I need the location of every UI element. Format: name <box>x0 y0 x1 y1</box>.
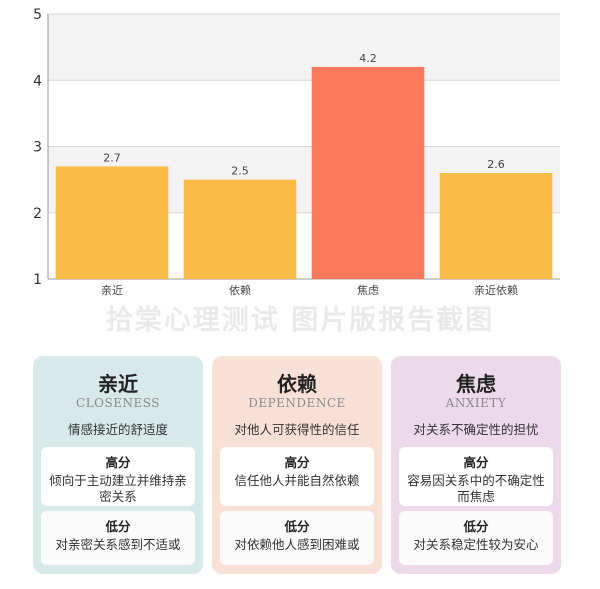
low-score-heading: 低分 <box>105 519 131 534</box>
x-tick-label: 亲近 <box>101 283 123 297</box>
bar-chart: 1 2 3 4 5 2.7 亲近 2.5 依赖 4.2 焦虑 2.6 亲近依赖 <box>33 7 560 297</box>
low-score-text: 对亲密关系感到不适或 <box>55 537 181 552</box>
low-score-heading: 低分 <box>284 519 310 534</box>
low-score-panel: 低分 对关系稳定性较为安心 <box>399 511 553 565</box>
bar <box>311 67 425 279</box>
high-score-text: 倾向于主动建立并维持亲密关系 <box>49 473 187 504</box>
y-tick-label: 2 <box>33 206 42 222</box>
y-tick-label: 1 <box>33 272 42 288</box>
high-score-heading: 高分 <box>284 455 310 470</box>
y-tick-label: 3 <box>33 140 42 156</box>
high-score-panel: 高分 信任他人并能自然依赖 <box>220 447 374 506</box>
high-score-text: 容易因关系中的不确定性而焦虑 <box>407 473 545 504</box>
card-dependence: 依赖 DEPENDENCE 对他人可获得性的信任 高分 信任他人并能自然依赖 低… <box>212 356 382 574</box>
bar <box>55 166 169 279</box>
y-tick-label: 5 <box>33 7 42 23</box>
low-score-text: 对依赖他人感到困难或 <box>234 537 360 552</box>
x-tick-label: 焦虑 <box>357 284 379 297</box>
high-score-panel: 高分 容易因关系中的不确定性而焦虑 <box>399 447 553 506</box>
card-description: 对关系不确定性的担忧 <box>413 422 539 437</box>
low-score-panel: 低分 对亲密关系感到不适或 <box>41 511 195 565</box>
x-tick-label: 亲近依赖 <box>474 283 518 297</box>
card-subtitle: ANXIETY <box>445 396 507 410</box>
card-description: 对他人可获得性的信任 <box>234 422 360 437</box>
data-label: 2.6 <box>487 158 505 171</box>
high-score-heading: 高分 <box>105 455 131 470</box>
card-title: 焦虑 <box>456 372 496 396</box>
high-score-heading: 高分 <box>463 455 489 470</box>
low-score-heading: 低分 <box>463 519 489 534</box>
high-score-text: 信任他人并能自然依赖 <box>234 473 360 488</box>
card-anxiety: 焦虑 ANXIETY 对关系不确定性的担忧 高分 容易因关系中的不确定性而焦虑 … <box>391 356 561 574</box>
watermark: 拾棠心理测试 图片版报告截图 <box>105 305 495 336</box>
card-subtitle: CLOSENESS <box>76 396 160 410</box>
bar <box>439 173 553 279</box>
y-tick-label: 4 <box>33 73 42 89</box>
card-title: 依赖 <box>277 372 317 396</box>
high-score-panel: 高分 倾向于主动建立并维持亲密关系 <box>41 447 195 506</box>
data-label: 2.5 <box>231 165 249 178</box>
data-label: 4.2 <box>359 52 377 65</box>
card-description: 情感接近的舒适度 <box>67 422 168 437</box>
card-title: 亲近 <box>98 372 138 396</box>
low-score-text: 对关系稳定性较为安心 <box>413 537 539 552</box>
low-score-panel: 低分 对依赖他人感到困难或 <box>220 511 374 565</box>
card-closeness: 亲近 CLOSENESS 情感接近的舒适度 高分 倾向于主动建立并维持亲密关系 … <box>33 356 203 574</box>
bar <box>183 179 297 279</box>
card-subtitle: DEPENDENCE <box>248 396 346 410</box>
x-tick-label: 依赖 <box>229 284 251 297</box>
data-label: 2.7 <box>103 151 121 164</box>
grid-band <box>48 14 560 81</box>
